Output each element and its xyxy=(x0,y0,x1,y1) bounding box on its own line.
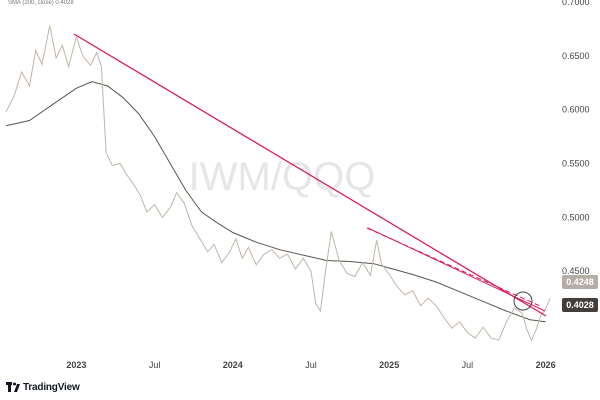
y-tick-label: 0.6000 xyxy=(562,105,590,115)
indicator-legend: SMA (200, close) 0.4028 xyxy=(8,0,74,6)
y-tick-label: 0.4500 xyxy=(562,266,590,276)
tradingview-logo[interactable]: TradingView xyxy=(6,380,80,394)
x-axis: 2023 Jul 2024 Jul 2025 Jul 2026 xyxy=(66,360,555,370)
sma-value-badge: 0.4028 xyxy=(562,298,598,312)
secondary-trendline[interactable] xyxy=(367,227,546,312)
sma-line xyxy=(5,81,546,323)
last-price-label: 0.4248 xyxy=(566,277,594,287)
x-tick-label: Jul xyxy=(305,360,317,370)
x-tick-label: 2024 xyxy=(223,360,243,370)
x-tick-label: Jul xyxy=(149,360,161,370)
x-tick-label: Jul xyxy=(462,360,474,370)
chart-watermark: IWM/QQQ xyxy=(189,155,376,199)
x-tick-label: 2025 xyxy=(379,360,399,370)
last-price-badge: 0.4248 xyxy=(562,275,598,289)
primary-trendline[interactable] xyxy=(73,33,547,317)
x-tick-label: 2026 xyxy=(536,360,556,370)
tradingview-icon xyxy=(6,382,20,392)
y-tick-label: 0.7000 xyxy=(562,0,590,7)
y-tick-label: 0.5500 xyxy=(562,159,590,169)
sma-value-label: 0.4028 xyxy=(566,300,594,310)
y-tick-label: 0.5000 xyxy=(562,212,590,222)
breakout-circle xyxy=(513,291,533,311)
y-axis: 0.7000 0.6500 0.6000 0.5500 0.5000 0.4500 xyxy=(562,0,590,276)
y-tick-label: 0.6500 xyxy=(562,51,590,61)
x-tick-label: 2023 xyxy=(66,360,86,370)
price-line xyxy=(5,25,551,342)
